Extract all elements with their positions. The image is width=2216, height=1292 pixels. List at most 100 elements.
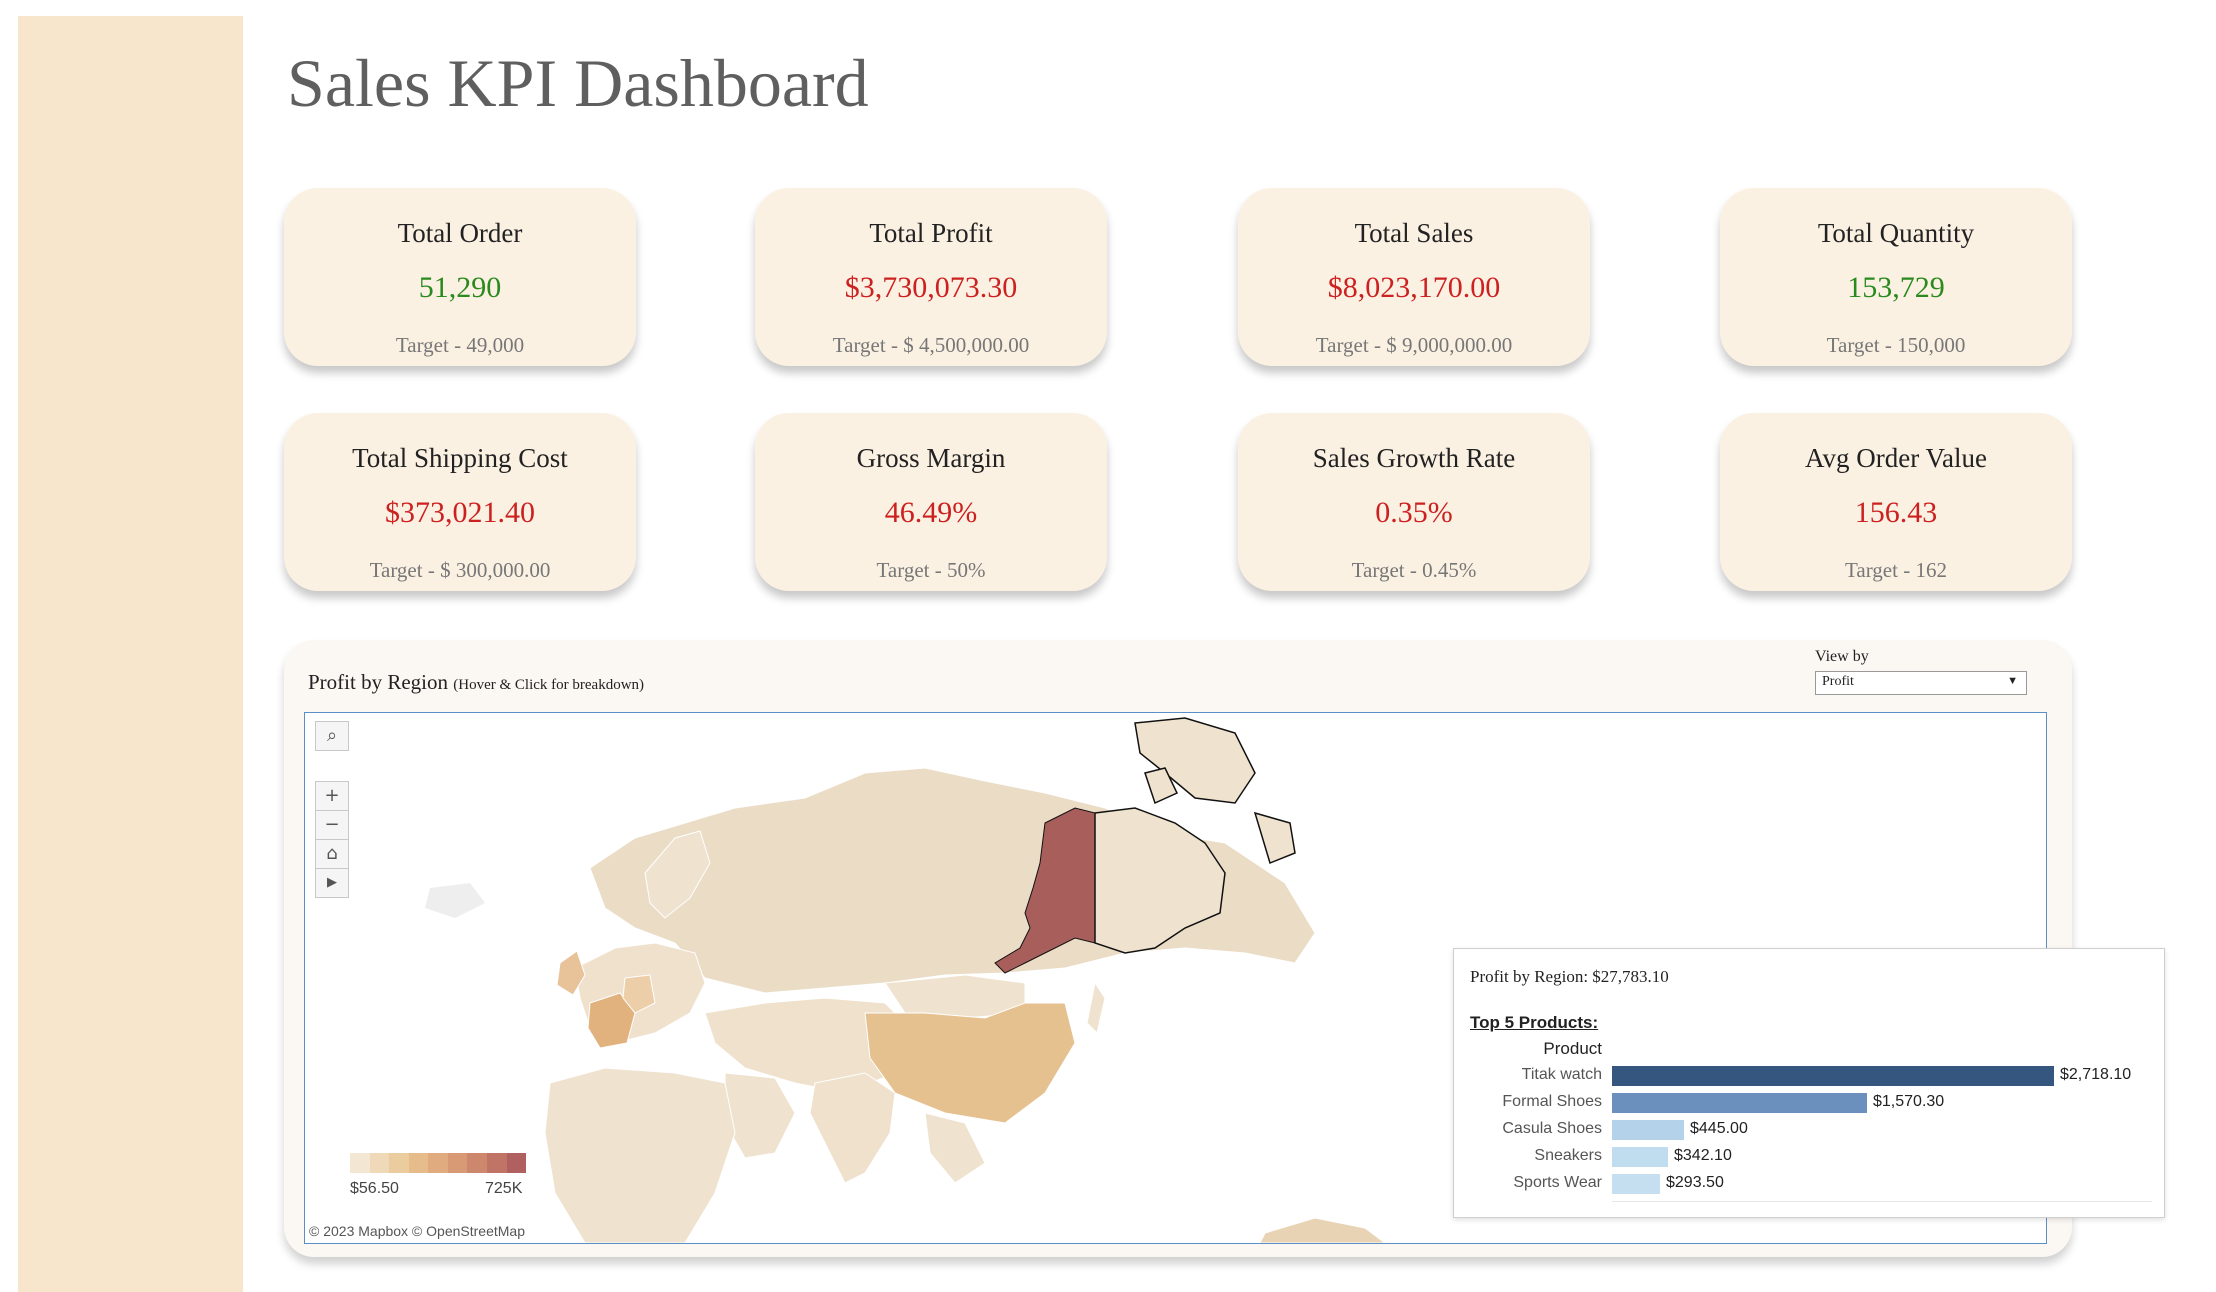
product-label: Sneakers: [1534, 1147, 1602, 1164]
kpi-title: Total Order: [397, 218, 523, 248]
map-land-greenland: [425, 883, 485, 918]
kpi-target: Target - 162: [1845, 558, 1947, 582]
pan-mode-button[interactable]: ▶: [315, 868, 349, 898]
kpi-target: Target - $ 300,000.00: [369, 558, 551, 582]
kpi-target: Target - $ 4,500,000.00: [832, 333, 1030, 357]
page-title: Sales KPI Dashboard: [287, 45, 869, 121]
map-region-france[interactable]: [587, 992, 636, 1049]
minus-icon: −: [324, 814, 340, 835]
kpi-title: Total Profit: [869, 218, 993, 248]
product-label: Sports Wear: [1513, 1174, 1602, 1191]
map-region-india[interactable]: [809, 1072, 896, 1184]
kpi-title: Total Quantity: [1817, 218, 1975, 248]
product-value-label: $293.50: [1666, 1174, 1724, 1191]
tooltip-product-row: Formal Shoes $1,570.30: [1454, 1090, 2154, 1116]
play-arrow-icon: ▶: [327, 875, 337, 890]
tooltip-column-label: Product: [1543, 1039, 1602, 1058]
kpi-card-avg-order-value: Avg Order Value 156.43 Target - 162: [1720, 413, 2072, 591]
kpi-card-sales-growth-rate: Sales Growth Rate 0.35% Target - 0.45%: [1238, 413, 1590, 591]
map-region-canada[interactable]: [1094, 807, 1226, 954]
kpi-value: 0.35%: [1375, 496, 1453, 529]
map-region-uk[interactable]: [556, 950, 586, 996]
kpi-card-total-shipping-cost: Total Shipping Cost $373,021.40 Target -…: [284, 413, 636, 591]
map-title-text: Profit by Region: [308, 670, 448, 694]
map-region-arctic-islands[interactable]: [1134, 717, 1256, 804]
kpi-title: Gross Margin: [856, 443, 1006, 473]
chevron-down-icon: ▼: [2007, 675, 2018, 687]
kpi-title: Total Sales: [1354, 218, 1474, 248]
kpi-card-gross-margin: Gross Margin 46.49% Target - 50%: [755, 413, 1107, 591]
kpi-target: Target - 50%: [876, 558, 986, 582]
view-by-selected-value: Profit: [1822, 674, 1854, 689]
kpi-target: Target - 150,000: [1826, 333, 1966, 357]
product-value-label: $445.00: [1690, 1120, 1748, 1137]
map-region-scandinavia[interactable]: [644, 830, 711, 919]
product-label: Casula Shoes: [1502, 1120, 1602, 1137]
kpi-card-total-order: Total Order 51,290 Target - 49,000: [284, 188, 636, 366]
map-region-china[interactable]: [864, 1002, 1076, 1124]
map-region-australia[interactable]: [1259, 1217, 1386, 1243]
kpi-value: $3,730,073.30: [844, 271, 1018, 304]
product-bar: [1612, 1120, 1684, 1140]
left-sidebar: [18, 16, 243, 1292]
legend-swatch: [447, 1153, 468, 1173]
map-region-se-asia[interactable]: [924, 1112, 986, 1184]
kpi-title: Sales Growth Rate: [1312, 443, 1516, 473]
tooltip-product-row: Titak watch $2,718.10: [1454, 1063, 2154, 1089]
kpi-value: $8,023,170.00: [1327, 271, 1501, 304]
legend-max-label: 725K: [485, 1180, 523, 1197]
map-region-germany[interactable]: [622, 974, 656, 1014]
tooltip-product-row: Sports Wear $293.50: [1454, 1171, 2154, 1197]
tooltip-subheader: Top 5 Products:: [1470, 1013, 1599, 1032]
map-region-arctic-island[interactable]: [1253, 811, 1296, 865]
home-icon: ⌂: [326, 843, 338, 864]
product-bar: [1612, 1147, 1668, 1167]
map-region-arabia[interactable]: [724, 1072, 796, 1159]
plus-icon: +: [324, 785, 340, 806]
legend-swatch: [408, 1153, 429, 1173]
legend-swatch: [428, 1153, 448, 1173]
kpi-value: 51,290: [418, 271, 502, 304]
product-value-label: $2,718.10: [2060, 1066, 2132, 1083]
legend-swatch: [350, 1153, 370, 1173]
kpi-card-total-sales: Total Sales $8,023,170.00 Target - $ 9,0…: [1238, 188, 1590, 366]
tooltip-header: Profit by Region: $27,783.10: [1470, 967, 1669, 986]
reset-view-button[interactable]: ⌂: [315, 839, 349, 869]
map-region-africa[interactable]: [544, 1067, 736, 1243]
kpi-value: 46.49%: [884, 496, 978, 529]
map-region-arctic-island[interactable]: [1144, 767, 1179, 805]
map-attribution[interactable]: © 2023 Mapbox © OpenStreetMap: [309, 1223, 525, 1239]
kpi-card-total-profit: Total Profit $3,730,073.30 Target - $ 4,…: [755, 188, 1107, 366]
map-title: Profit by Region (Hover & Click for brea…: [308, 670, 644, 695]
zoom-out-button[interactable]: −: [315, 810, 349, 840]
tooltip-divider: [1612, 1201, 2152, 1202]
tooltip-product-row: Sneakers $342.10: [1454, 1144, 2154, 1170]
legend-swatch: [389, 1153, 409, 1173]
product-bar: [1612, 1066, 2054, 1086]
product-value-label: $342.10: [1674, 1147, 1732, 1164]
kpi-value: 153,729: [1847, 271, 1945, 304]
legend-swatch: [369, 1153, 390, 1173]
map-search-button[interactable]: ⌕: [315, 721, 349, 751]
kpi-target: Target - 0.45%: [1351, 558, 1477, 582]
map-canvas: [425, 717, 1386, 1243]
product-bar: [1612, 1174, 1660, 1194]
tooltip-product-row: Casula Shoes $445.00: [1454, 1117, 2154, 1143]
product-label: Formal Shoes: [1502, 1093, 1602, 1110]
legend-swatch: [506, 1153, 527, 1173]
search-icon: ⌕: [326, 725, 338, 746]
view-by-select[interactable]: Profit ▼: [1815, 671, 2027, 695]
kpi-title: Avg Order Value: [1805, 443, 1987, 473]
kpi-target: Target - $ 9,000,000.00: [1315, 333, 1513, 357]
kpi-target: Target - 49,000: [395, 333, 525, 357]
map-hint: (Hover & Click for breakdown): [453, 677, 645, 693]
zoom-in-button[interactable]: +: [315, 781, 349, 811]
kpi-value: $373,021.40: [385, 496, 535, 529]
product-bar: [1612, 1093, 1867, 1113]
view-by-label: View by: [1815, 648, 1869, 665]
color-legend: [350, 1153, 527, 1173]
legend-swatch: [486, 1153, 507, 1173]
map-region-japan[interactable]: [1086, 981, 1106, 1034]
product-label: Titak watch: [1521, 1066, 1602, 1083]
region-tooltip: Profit by Region: $27,783.10 Top 5 Produ…: [1453, 948, 2165, 1218]
